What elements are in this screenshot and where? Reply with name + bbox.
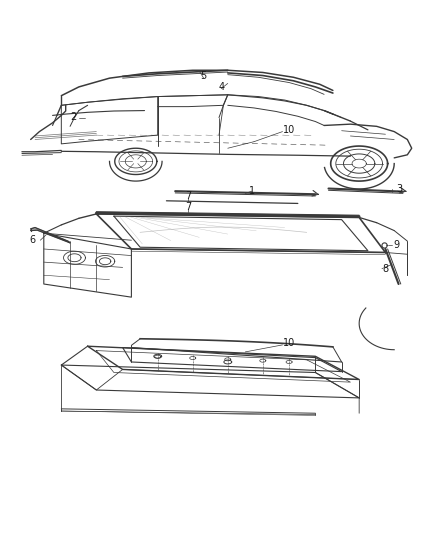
Text: 7: 7 — [185, 191, 191, 201]
Text: 6: 6 — [30, 235, 36, 245]
Text: 5: 5 — [201, 71, 207, 81]
Text: 7: 7 — [185, 203, 191, 212]
Text: 8: 8 — [382, 264, 389, 273]
Polygon shape — [31, 228, 70, 243]
Text: 1: 1 — [249, 186, 255, 196]
Text: 2: 2 — [71, 112, 77, 122]
Text: 10: 10 — [283, 125, 295, 135]
Text: 9: 9 — [393, 240, 399, 251]
Text: 3: 3 — [396, 183, 403, 193]
Text: 4: 4 — [218, 82, 224, 92]
Text: 10: 10 — [283, 338, 295, 348]
